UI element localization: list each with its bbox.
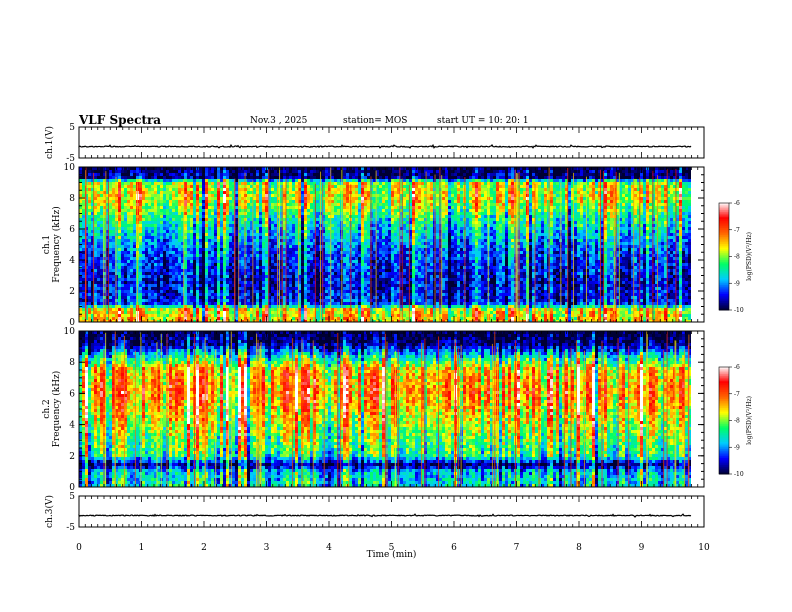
x-tick-label: 3 — [264, 543, 270, 553]
y-axis-label: ch.1(V) — [44, 126, 55, 159]
y-tick-label: 8 — [69, 358, 75, 368]
colorbar-tick-label: -8 — [734, 254, 740, 261]
colorbar-tick-label: -6 — [734, 200, 740, 207]
waveform-0-trace — [78, 143, 692, 149]
y-tick-label: -5 — [66, 154, 75, 164]
x-tick-label: 2 — [201, 543, 207, 553]
x-tick-label: 4 — [326, 543, 332, 553]
y-axis-label-line: Frequency (kHz) — [51, 371, 62, 448]
station-label: station= MOS — [343, 116, 407, 126]
colorbar-tick-label: -9 — [734, 444, 740, 451]
y-axis-label-line: Frequency (kHz) — [51, 206, 62, 283]
y-tick-label: 2 — [69, 452, 75, 462]
y-axis-label-line: ch.1 — [42, 235, 52, 254]
y-axis-label-line: ch.2 — [42, 399, 52, 418]
start-time-label: start UT = 10: 20: 1 — [437, 116, 529, 126]
x-tick-label: 0 — [76, 543, 82, 553]
y-tick-label: 6 — [69, 225, 75, 235]
x-tick-label: 6 — [451, 543, 457, 553]
y-tick-label: 2 — [69, 287, 75, 297]
date-label: Nov.3 , 2025 — [250, 116, 307, 126]
y-tick-label: 0 — [69, 318, 75, 328]
colorbar-tick-label: -10 — [734, 471, 744, 478]
x-tick-label: 8 — [576, 543, 582, 553]
x-tick-label: 5 — [389, 543, 395, 553]
y-tick-label: 10 — [64, 163, 76, 173]
colorbar-tick-label: -7 — [734, 391, 740, 398]
x-tick-label: 7 — [514, 543, 520, 553]
x-tick-label: 10 — [698, 543, 710, 553]
colorbar-2 — [719, 367, 729, 475]
y-tick-label: 4 — [69, 421, 75, 431]
colorbar-tick-label: -6 — [734, 364, 740, 371]
colorbar-tick-label: -10 — [734, 307, 744, 314]
y-axis-label: ch.2Frequency (kHz) — [42, 371, 62, 448]
y-axis-label: ch.1Frequency (kHz) — [42, 206, 62, 283]
chart-title: VLF Spectra — [79, 113, 161, 127]
colorbar-label: log(PSD)(V²/Hz) — [746, 232, 753, 281]
colorbar-label: log(PSD)(V²/Hz) — [746, 396, 753, 445]
y-tick-label: 6 — [69, 389, 75, 399]
x-axis-label: Time (min) — [367, 549, 417, 560]
y-axis-label: ch.3(V) — [44, 495, 55, 528]
colorbar-tick-label: -9 — [734, 280, 740, 287]
colorbar-1 — [719, 203, 729, 311]
spectrogram-1 — [79, 167, 704, 322]
y-tick-label: 5 — [69, 492, 75, 502]
y-tick-label: 10 — [64, 327, 76, 337]
y-tick-label: 4 — [69, 256, 75, 266]
waveform-3-trace — [78, 513, 692, 518]
y-tick-label: 8 — [69, 194, 75, 204]
colorbar-tick-label: -7 — [734, 227, 740, 234]
spectrogram-2 — [79, 331, 704, 487]
y-tick-label: 0 — [69, 483, 75, 493]
y-tick-label: -5 — [66, 523, 75, 533]
x-tick-label: 1 — [139, 543, 145, 553]
y-tick-label: 5 — [69, 123, 75, 133]
colorbar-tick-label: -8 — [734, 418, 740, 425]
x-tick-label: 9 — [639, 543, 645, 553]
